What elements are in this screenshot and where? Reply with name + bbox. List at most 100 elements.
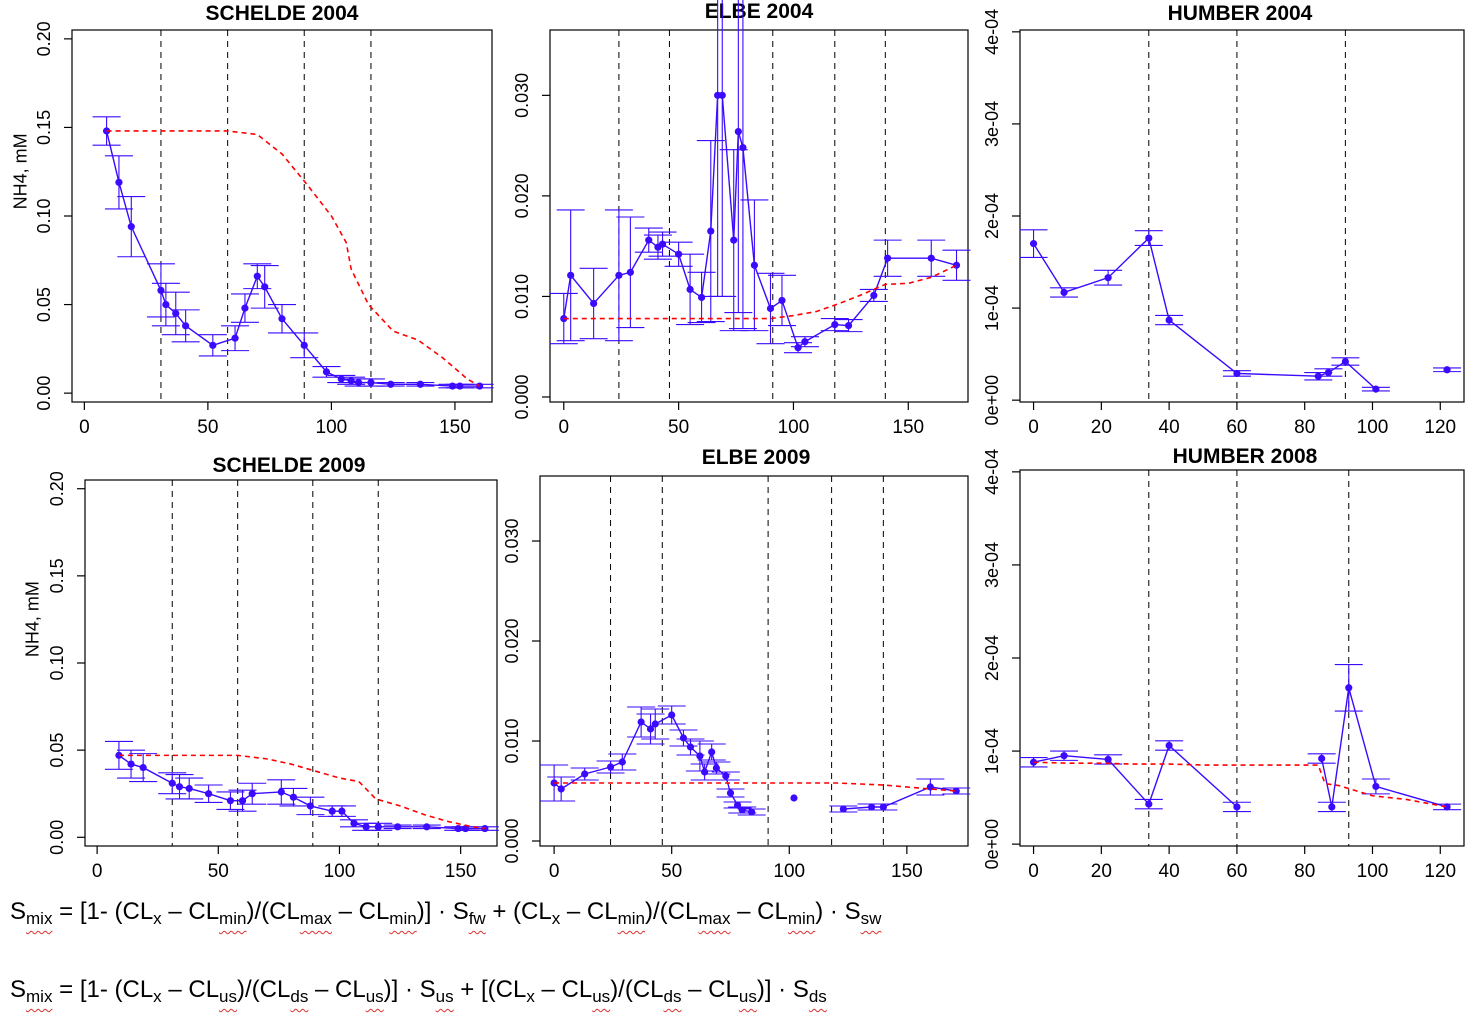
observed-line [1033,744,1238,808]
chart-panel: ELBE 2004 0 50 100 150 0.000 0.010 0.020 0.030 [512,0,971,438]
data-point [748,808,756,816]
data-point [139,763,147,772]
data-point [362,823,370,831]
y-tick-label: 0.20 [47,471,67,506]
data-point [1328,803,1336,811]
data-point [790,794,798,802]
chart-title: HUMBER 2008 [1173,445,1318,468]
data-point [1318,754,1326,763]
data-point [115,178,123,186]
data-point [927,254,935,262]
data-point [127,223,135,231]
y-tick-label: 0.010 [512,274,532,319]
data-point [645,236,653,244]
data-point [175,783,184,791]
data-point [870,291,878,300]
y-tick-label: 0.000 [502,818,522,863]
y-tick-label: 0.010 [502,718,522,763]
data-point [738,806,746,814]
y-tick-label: 0.00 [47,820,67,855]
mixing-line [563,264,957,320]
x-tick-label: 100 [1357,417,1389,438]
plot-frame [1019,469,1465,847]
data-point [226,797,235,805]
data-point [1443,803,1451,811]
data-point [658,240,667,248]
data-point [168,779,176,787]
data-point [730,236,738,244]
x-tick-label: 100 [316,417,348,438]
observed-line [1320,687,1448,808]
data-point [1314,372,1322,380]
x-tick-label: 100 [773,861,805,880]
data-point [456,382,464,390]
x-tick-label: 150 [439,417,471,438]
data-point [416,380,424,388]
data-point [733,801,742,809]
mixing-line [554,782,957,792]
chart-title: HUMBER 2004 [1168,2,1313,25]
data-point [328,807,336,815]
data-point [686,285,694,293]
x-tick-label: 50 [661,861,682,880]
chart-title: SCHELDE 2009 [213,454,366,477]
data-point [1165,316,1173,324]
data-point [1029,240,1038,248]
y-tick-label: 0.15 [47,558,67,593]
chart-panel: SCHELDE 2009 NH4, mM 0 50 100 150 0.00 0.05 0.10… [22,454,499,880]
data-point [766,304,775,313]
y-tick-label: 3e-04 [982,101,1002,147]
x-tick-label: 150 [891,861,923,880]
data-point [1104,755,1112,764]
data-point [839,805,847,813]
x-tick-label: 120 [1424,417,1456,438]
x-tick-label: 0 [1028,417,1039,438]
data-point [337,375,345,383]
y-tick-label: 0.10 [47,645,67,680]
figure-panels: SCHELDE 2004 NH4, mM 0 50 100 150 0.00 0.05 0.10… [10,0,1465,880]
x-tick-label: 80 [1294,417,1315,438]
chart-panel: ELBE 2009 0 50 100 150 0.000 0.010 0.020 0.030 [502,446,971,880]
data-point [590,299,598,308]
data-point [697,293,706,302]
data-point [1233,369,1241,378]
data-point [374,823,382,831]
data-point [387,380,395,388]
plot-frame [549,29,969,403]
y-tick-label: 2e-04 [982,193,1002,239]
y-tick-label: 0e+00 [982,375,1002,426]
data-point [679,734,688,742]
data-point [182,322,190,330]
y-tick-label: 4e-04 [982,9,1002,55]
data-point [454,824,462,833]
data-point [739,144,747,152]
data-point [557,785,565,793]
x-tick-label: 100 [1357,861,1389,880]
y-tick-label: 0.10 [34,198,54,233]
data-point [884,254,892,262]
data-point [162,300,170,309]
chart-title: ELBE 2009 [702,446,811,469]
x-tick-label: 120 [1424,861,1456,880]
data-point [606,763,615,771]
data-point [712,764,720,772]
data-point [261,283,269,291]
x-tick-label: 50 [197,417,218,438]
data-point [338,807,346,815]
data-point [637,718,645,726]
data-point [696,752,704,760]
data-point [1372,385,1380,393]
data-point [238,797,247,805]
data-point [461,824,470,833]
y-tick-label: 0.05 [47,733,67,768]
data-point [1145,800,1153,808]
data-point [300,341,308,349]
x-tick-label: 0 [79,417,90,438]
data-point [448,382,457,390]
x-tick-label: 100 [324,861,356,880]
data-point [350,819,358,827]
data-point [708,748,716,756]
y-tick-label: 0.030 [502,518,522,563]
data-point [306,802,314,810]
y-tick-label: 0.15 [34,110,54,145]
